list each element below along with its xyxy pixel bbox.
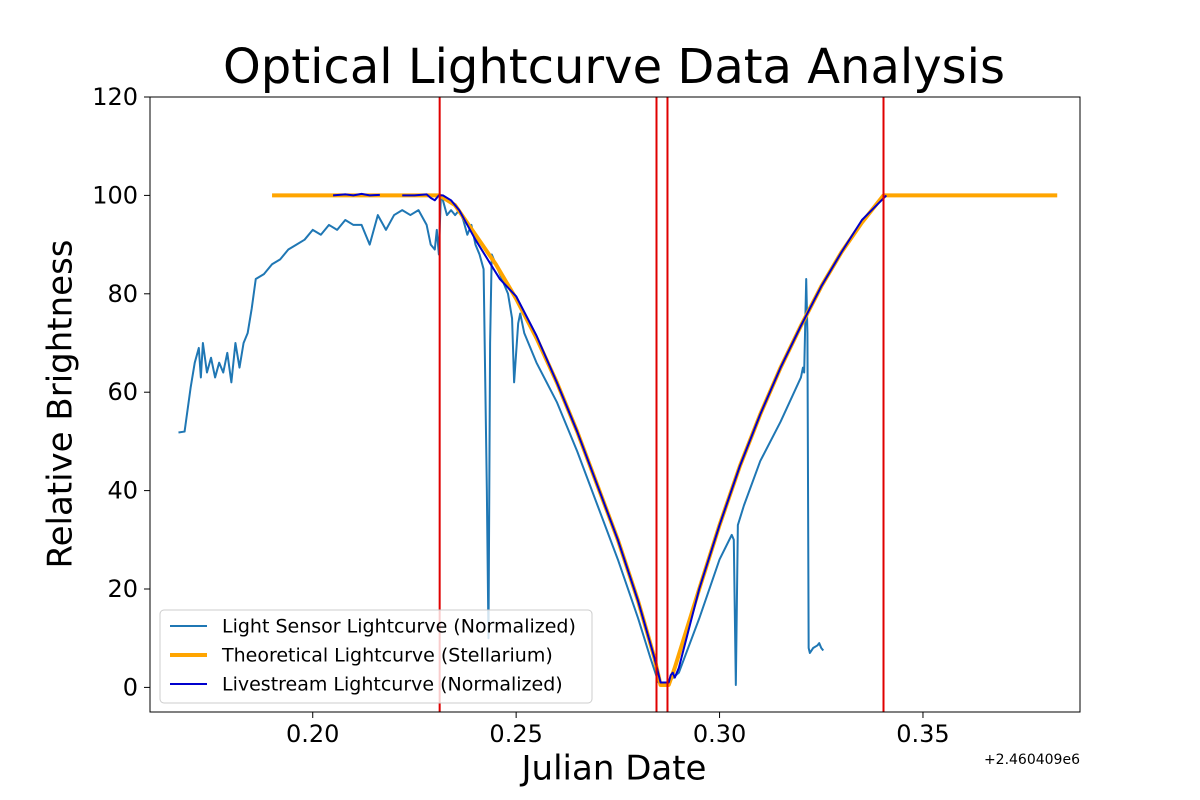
legend-label: Light Sensor Lightcurve (Normalized) xyxy=(222,616,576,638)
y-tick-label: 0 xyxy=(123,673,138,701)
legend-label: Theoretical Lightcurve (Stellarium) xyxy=(221,645,553,667)
chart-title: Optical Lightcurve Data Analysis xyxy=(223,39,1005,95)
series-line xyxy=(332,192,888,684)
legend-label: Livestream Lightcurve (Normalized) xyxy=(222,674,563,696)
plot-frame xyxy=(149,96,1081,713)
y-tick-label: 120 xyxy=(92,83,138,111)
y-tick-label: 100 xyxy=(92,181,138,209)
x-tick-label: 0.25 xyxy=(489,720,542,748)
y-tick-label: 60 xyxy=(107,378,138,406)
legend: Light Sensor Lightcurve (Normalized) Theo… xyxy=(159,609,593,704)
legend-box xyxy=(159,609,593,704)
y-axis-label: Relative Brightness xyxy=(41,239,81,568)
x-tick-label: 0.30 xyxy=(693,720,746,748)
series-line xyxy=(178,194,825,686)
y-tick-label: 20 xyxy=(107,575,138,603)
x-tick-label: 0.20 xyxy=(286,720,339,748)
y-tick-label: 40 xyxy=(107,477,138,505)
plot-area xyxy=(178,97,1058,712)
x-tick-label: 0.35 xyxy=(896,720,949,748)
y-tick-label: 80 xyxy=(107,280,138,308)
x-axis-label: Julian Date xyxy=(520,749,707,789)
x-offset-text: +2.460409e6 xyxy=(984,752,1080,768)
